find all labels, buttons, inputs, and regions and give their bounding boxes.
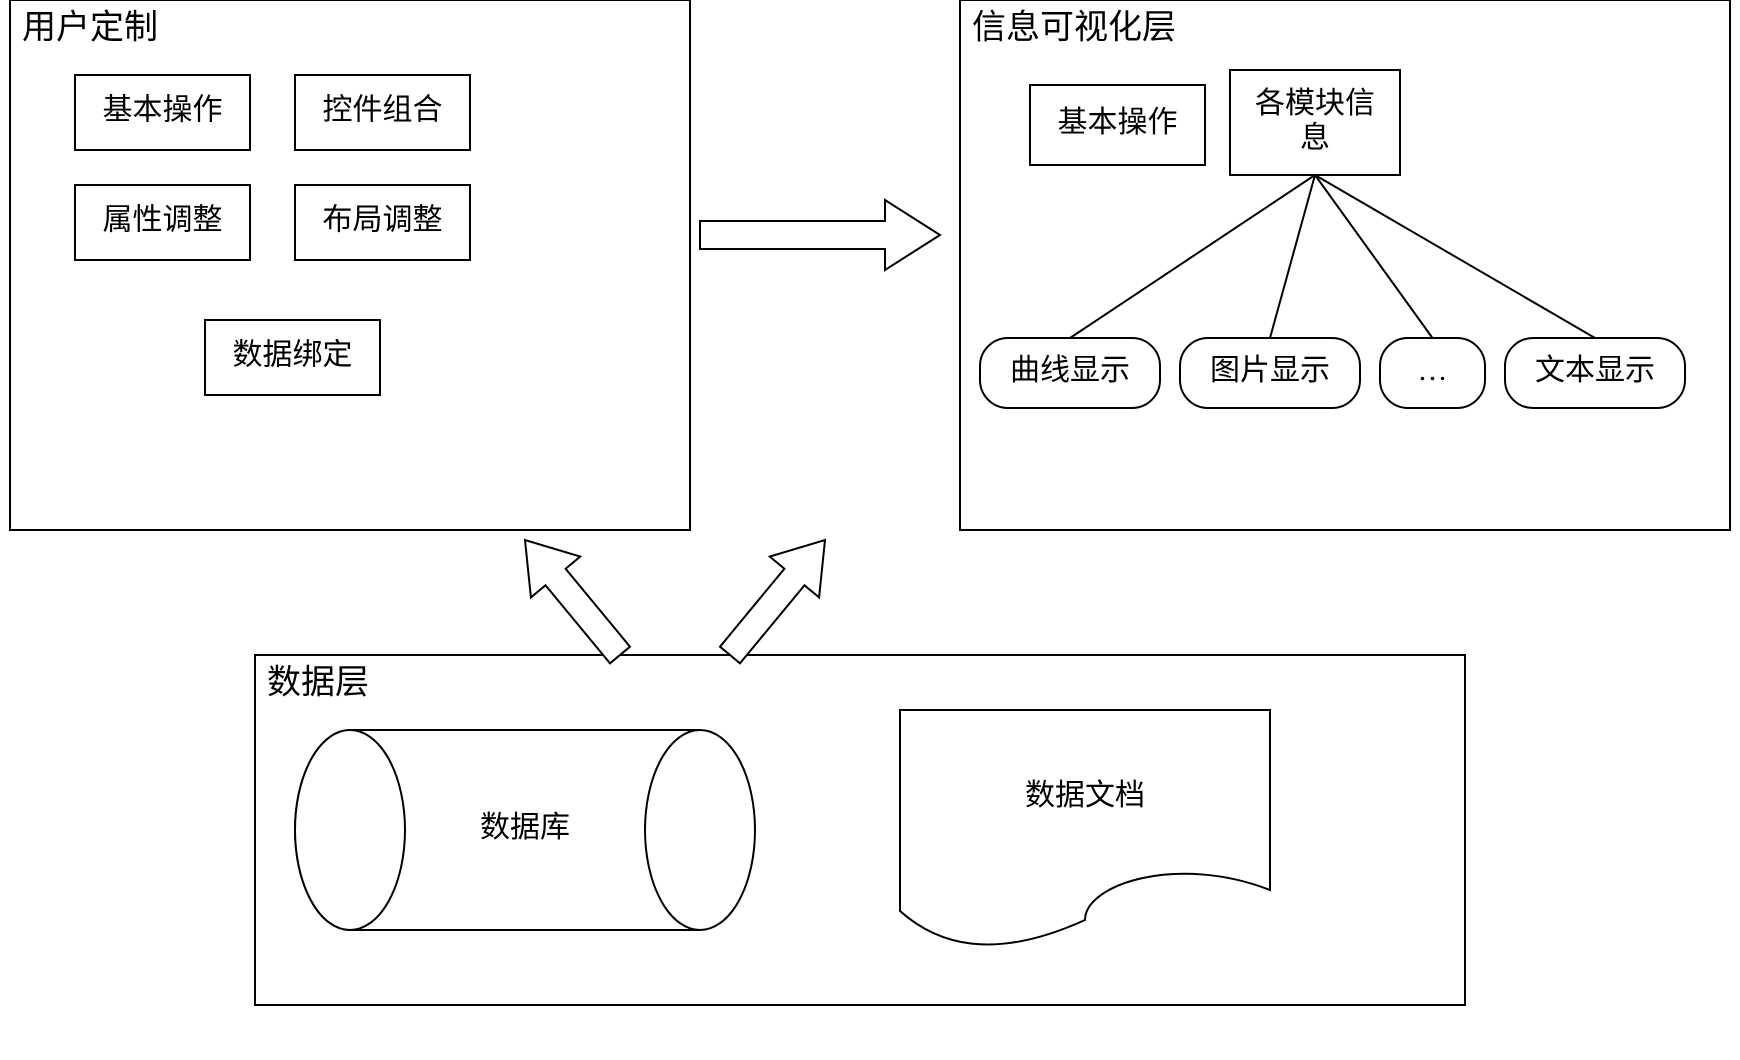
box-widget-combo-label: 控件组合 — [323, 93, 443, 126]
arrow-data-to-vis — [720, 540, 825, 663]
panel-data-layer: 数据层数据库 数据文档 — [255, 655, 1465, 1005]
box-data-binding-label: 数据绑定 — [233, 338, 353, 371]
pill-ellipsis-label: … — [1418, 354, 1448, 387]
edge-moduleinfo-to-curve-display — [1070, 175, 1315, 338]
box-basic-ops: 基本操作 — [75, 75, 250, 150]
panel-vis-layer: 信息可视化层基本操作 各模块信息曲线显示 图片显示 … 文本显示 — [960, 0, 1730, 530]
pill-ellipsis: … — [1380, 338, 1485, 408]
shape-data-document-label: 数据文档 — [1025, 779, 1145, 812]
box-widget-combo: 控件组合 — [295, 75, 470, 150]
pill-curve-display: 曲线显示 — [980, 338, 1160, 408]
box-attr-adjust: 属性调整 — [75, 185, 250, 260]
box-layout-adjust-label: 布局调整 — [323, 203, 443, 236]
box-basic-ops-label: 基本操作 — [103, 93, 223, 126]
box-layout-adjust: 布局调整 — [295, 185, 470, 260]
pill-image-display: 图片显示 — [1180, 338, 1360, 408]
panel-data-layer-title: 数据层 — [267, 663, 369, 701]
shape-data-document: 数据文档 — [900, 710, 1270, 945]
box-vis-basic-ops-label: 基本操作 — [1058, 106, 1178, 139]
pill-curve-display-label: 曲线显示 — [1010, 354, 1130, 387]
pill-text-display-label: 文本显示 — [1535, 354, 1655, 387]
arrow-user-to-vis — [700, 200, 940, 270]
panel-user-custom-title: 用户定制 — [22, 8, 158, 46]
shape-database-label: 数据库 — [480, 811, 570, 844]
panel-vis-layer-title: 信息可视化层 — [972, 8, 1176, 46]
box-module-info: 各模块信息 — [1230, 70, 1400, 175]
box-vis-basic-ops: 基本操作 — [1030, 85, 1205, 165]
arrow-data-to-user — [525, 540, 630, 663]
edge-moduleinfo-to-ellipsis — [1315, 175, 1433, 338]
pill-text-display: 文本显示 — [1505, 338, 1685, 408]
box-attr-adjust-label: 属性调整 — [103, 203, 223, 236]
shape-database: 数据库 — [295, 730, 755, 930]
pill-image-display-label: 图片显示 — [1210, 354, 1330, 387]
box-data-binding: 数据绑定 — [205, 320, 380, 395]
edge-moduleinfo-to-text-display — [1315, 175, 1595, 338]
panel-user-custom: 用户定制基本操作 控件组合属性调整 布局调整数据绑定 — [10, 0, 690, 530]
